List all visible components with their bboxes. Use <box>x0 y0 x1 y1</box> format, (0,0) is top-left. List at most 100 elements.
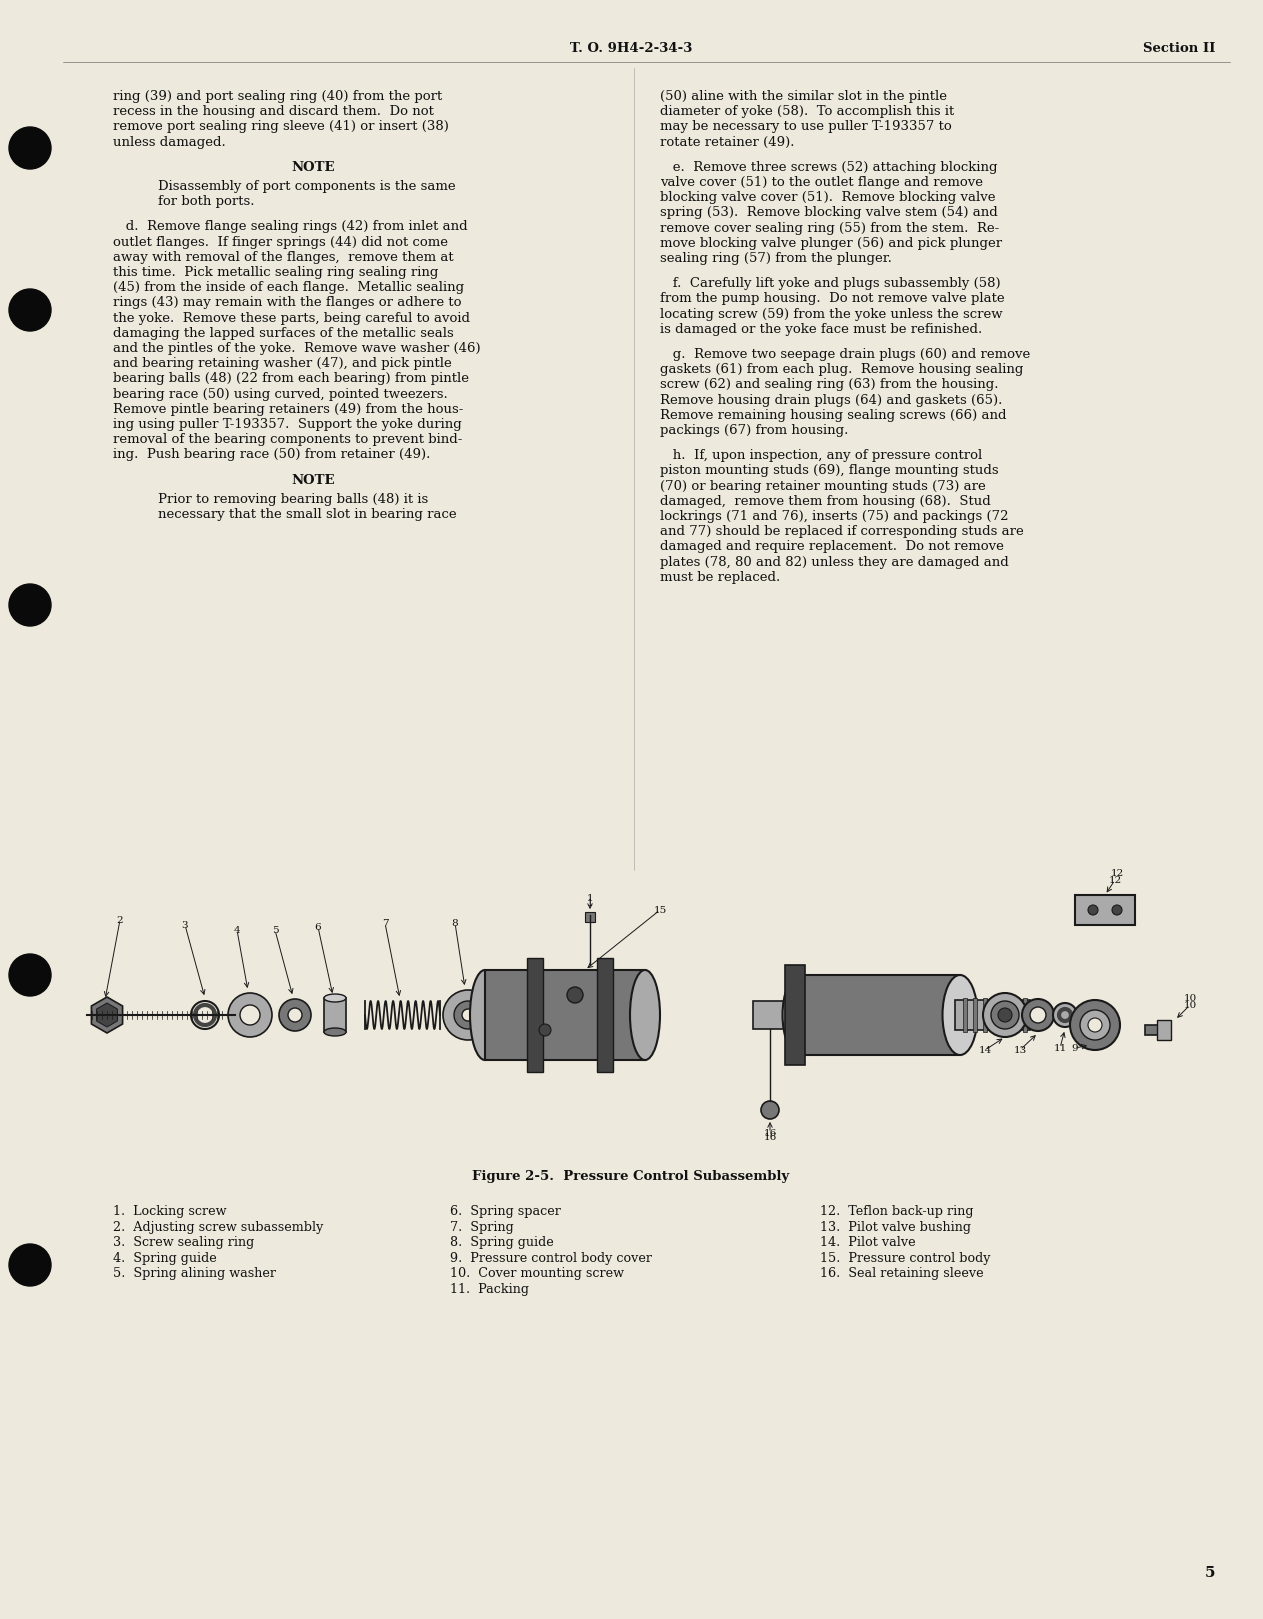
Text: from the pump housing.  Do not remove valve plate: from the pump housing. Do not remove val… <box>661 293 1004 306</box>
Circle shape <box>462 1009 474 1022</box>
Text: must be replaced.: must be replaced. <box>661 572 781 584</box>
Text: 1.  Locking screw: 1. Locking screw <box>112 1205 226 1217</box>
Text: 3: 3 <box>182 921 188 929</box>
Text: 1: 1 <box>587 899 594 908</box>
Text: 7.  Spring: 7. Spring <box>450 1221 514 1234</box>
Text: e.  Remove three screws (52) attaching blocking: e. Remove three screws (52) attaching bl… <box>661 160 998 173</box>
Circle shape <box>539 1023 551 1036</box>
Text: damaged,  remove them from housing (68).  Stud: damaged, remove them from housing (68). … <box>661 495 990 508</box>
Text: d.  Remove flange sealing rings (42) from inlet and: d. Remove flange sealing rings (42) from… <box>112 220 467 233</box>
Bar <box>993 997 997 1031</box>
Text: spring (53).  Remove blocking valve stem (54) and: spring (53). Remove blocking valve stem … <box>661 206 998 220</box>
Text: outlet flanges.  If finger springs (44) did not come: outlet flanges. If finger springs (44) d… <box>112 236 448 249</box>
Text: damaged and require replacement.  Do not remove: damaged and require replacement. Do not … <box>661 541 1004 554</box>
Text: packings (67) from housing.: packings (67) from housing. <box>661 424 849 437</box>
Text: 11: 11 <box>1053 1044 1067 1052</box>
Text: 15.  Pressure control body: 15. Pressure control body <box>820 1251 990 1264</box>
Text: rings (43) may remain with the flanges or adhere to: rings (43) may remain with the flanges o… <box>112 296 461 309</box>
Circle shape <box>9 290 51 330</box>
Text: Remove pintle bearing retainers (49) from the hous-: Remove pintle bearing retainers (49) fro… <box>112 403 464 416</box>
Text: gaskets (61) from each plug.  Remove housing sealing: gaskets (61) from each plug. Remove hous… <box>661 363 1023 376</box>
Text: piston mounting studs (69), flange mounting studs: piston mounting studs (69), flange mount… <box>661 465 999 478</box>
Text: (50) aline with the similar slot in the pintle: (50) aline with the similar slot in the … <box>661 91 947 104</box>
Text: Disassembly of port components is the same: Disassembly of port components is the sa… <box>158 180 456 193</box>
Circle shape <box>229 992 272 1038</box>
Circle shape <box>983 992 1027 1038</box>
Circle shape <box>1087 905 1098 915</box>
Text: ing.  Push bearing race (50) from retainer (49).: ing. Push bearing race (50) from retaine… <box>112 448 431 461</box>
Text: 1: 1 <box>587 894 594 903</box>
Bar <box>1075 895 1135 924</box>
Text: necessary that the small slot in bearing race: necessary that the small slot in bearing… <box>158 508 457 521</box>
Text: remove cover sealing ring (55) from the stem.  Re-: remove cover sealing ring (55) from the … <box>661 222 999 235</box>
Circle shape <box>9 126 51 168</box>
Text: valve cover (51) to the outlet flange and remove: valve cover (51) to the outlet flange an… <box>661 176 983 189</box>
Text: 5: 5 <box>272 926 278 934</box>
Ellipse shape <box>630 970 661 1060</box>
Text: h.  If, upon inspection, any of pressure control: h. If, upon inspection, any of pressure … <box>661 448 983 461</box>
Circle shape <box>288 1009 302 1022</box>
Polygon shape <box>91 997 123 1033</box>
Bar <box>962 997 967 1031</box>
Circle shape <box>240 1005 260 1025</box>
Text: g.  Remove two seepage drain plugs (60) and remove: g. Remove two seepage drain plugs (60) a… <box>661 348 1031 361</box>
Circle shape <box>1080 1010 1110 1039</box>
Text: 6.  Spring spacer: 6. Spring spacer <box>450 1205 561 1217</box>
Bar <box>1146 1025 1170 1035</box>
Text: 7: 7 <box>381 918 388 928</box>
Ellipse shape <box>325 1028 346 1036</box>
Text: 13.  Pilot valve bushing: 13. Pilot valve bushing <box>820 1221 971 1234</box>
Text: 6: 6 <box>314 923 321 931</box>
Circle shape <box>1111 905 1122 915</box>
Circle shape <box>9 1243 51 1285</box>
Text: and 77) should be replaced if corresponding studs are: and 77) should be replaced if correspond… <box>661 525 1024 538</box>
Text: 5: 5 <box>1205 1566 1215 1580</box>
Text: 9: 9 <box>1072 1044 1079 1052</box>
Text: ring (39) and port sealing ring (40) from the port: ring (39) and port sealing ring (40) fro… <box>112 91 442 104</box>
Text: plates (78, 80 and 82) unless they are damaged and: plates (78, 80 and 82) unless they are d… <box>661 555 1009 568</box>
Text: 10: 10 <box>1183 1001 1196 1010</box>
Bar <box>527 958 543 1072</box>
Text: 13: 13 <box>1013 1046 1027 1054</box>
Text: 16: 16 <box>763 1133 777 1141</box>
Text: rotate retainer (49).: rotate retainer (49). <box>661 136 794 149</box>
Text: 2.  Adjusting screw subassembly: 2. Adjusting screw subassembly <box>112 1221 323 1234</box>
Bar <box>973 997 978 1031</box>
Circle shape <box>1070 1001 1120 1051</box>
Circle shape <box>443 989 493 1039</box>
Text: diameter of yoke (58).  To accomplish this it: diameter of yoke (58). To accomplish thi… <box>661 105 955 118</box>
Text: 12: 12 <box>1110 869 1124 877</box>
Text: is damaged or the yoke face must be refinished.: is damaged or the yoke face must be refi… <box>661 322 983 335</box>
Circle shape <box>567 988 584 1004</box>
Text: move blocking valve plunger (56) and pick plunger: move blocking valve plunger (56) and pic… <box>661 236 1002 249</box>
Text: lockrings (71 and 76), inserts (75) and packings (72: lockrings (71 and 76), inserts (75) and … <box>661 510 1008 523</box>
Text: 15: 15 <box>653 905 667 915</box>
Text: may be necessary to use puller T-193357 to: may be necessary to use puller T-193357 … <box>661 120 952 133</box>
Text: Figure 2-5.  Pressure Control Subassembly: Figure 2-5. Pressure Control Subassembly <box>472 1171 789 1183</box>
Text: away with removal of the flanges,  remove them at: away with removal of the flanges, remove… <box>112 251 453 264</box>
Text: the yoke.  Remove these parts, being careful to avoid: the yoke. Remove these parts, being care… <box>112 311 470 324</box>
Text: 8.  Spring guide: 8. Spring guide <box>450 1235 553 1248</box>
Text: (45) from the inside of each flange.  Metallic sealing: (45) from the inside of each flange. Met… <box>112 282 464 295</box>
Text: 5.  Spring alining washer: 5. Spring alining washer <box>112 1268 277 1281</box>
Ellipse shape <box>783 975 817 1056</box>
Text: screw (62) and sealing ring (63) from the housing.: screw (62) and sealing ring (63) from th… <box>661 379 999 392</box>
Text: 2: 2 <box>116 915 124 924</box>
Circle shape <box>9 954 51 996</box>
Text: bearing balls (48) (22 from each bearing) from pintle: bearing balls (48) (22 from each bearing… <box>112 372 469 385</box>
Text: blocking valve cover (51).  Remove blocking valve: blocking valve cover (51). Remove blocki… <box>661 191 995 204</box>
Text: 10.  Cover mounting screw: 10. Cover mounting screw <box>450 1268 624 1281</box>
Circle shape <box>1022 999 1055 1031</box>
Text: 4: 4 <box>234 926 240 934</box>
Text: and bearing retaining washer (47), and pick pintle: and bearing retaining washer (47), and p… <box>112 358 452 371</box>
Text: bearing race (50) using curved, pointed tweezers.: bearing race (50) using curved, pointed … <box>112 387 448 400</box>
Ellipse shape <box>470 970 500 1060</box>
Bar <box>983 997 986 1031</box>
Circle shape <box>762 1101 779 1119</box>
Text: 10: 10 <box>1183 994 1196 1004</box>
Bar <box>597 958 613 1072</box>
Ellipse shape <box>942 975 978 1056</box>
Text: NOTE: NOTE <box>292 160 335 173</box>
Text: 14: 14 <box>979 1046 991 1054</box>
Text: recess in the housing and discard them.  Do not: recess in the housing and discard them. … <box>112 105 434 118</box>
